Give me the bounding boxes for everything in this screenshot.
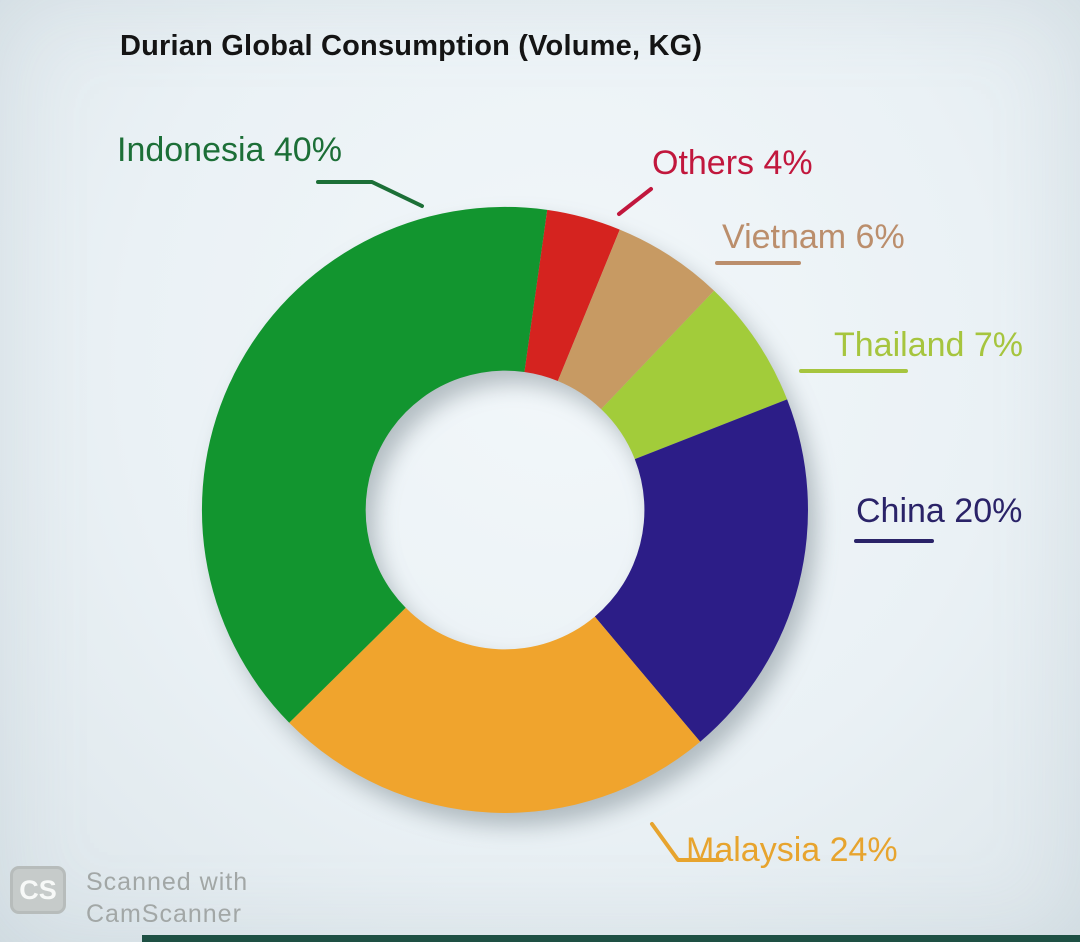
donut-slice-others [524,209,620,381]
slice-label-others: Others 4% [652,144,813,182]
scan-edge-strip [142,935,1080,942]
watermark-line1: Scanned with [86,868,249,896]
watermark-line2: CamScanner [86,900,242,928]
camscanner-watermark: CS Scanned with CamScanner [10,866,248,930]
camscanner-logo-icon: CS [10,866,66,914]
donut-slice-vietnam [557,229,715,410]
slice-label-indonesia: Indonesia 40% [117,131,342,169]
leader-line-others [617,187,653,216]
donut-slice-china [594,399,808,742]
donut-slice-malaysia [289,607,701,813]
leader-line-indonesia [316,180,424,208]
donut-slice-indonesia [201,206,548,723]
donut-chart [201,206,808,813]
watermark-text: Scanned with CamScanner [86,866,248,930]
slice-label-thailand: Thailand 7% [834,326,1024,364]
leader-line-malaysia [650,822,724,862]
donut-slice-thailand [601,290,788,460]
chart-title: Durian Global Consumption (Volume, KG) [120,30,703,62]
slice-label-vietnam: Vietnam 6% [722,218,905,256]
slice-label-china: China 20% [856,492,1023,530]
slice-label-malaysia: Malaysia 24% [686,831,898,869]
